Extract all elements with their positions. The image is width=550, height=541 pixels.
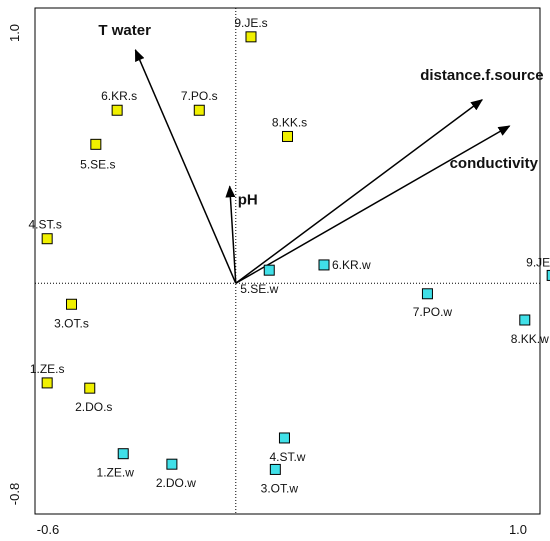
point-label-4-st-s: 4.ST.s [28, 218, 61, 232]
point-label-2-do-w: 2.DO.w [156, 476, 196, 490]
sample-points: 9.JE.s 6.KR.s 7.PO.s 8.KK.s 5.SE.s 4.ST.s 3.OT… [28, 16, 550, 495]
point-label-4-st-w: 4.ST.w [269, 450, 305, 464]
point-9-je-s [245, 31, 257, 43]
point-5-se-w [263, 264, 275, 276]
vector-arrow-conductivity [235, 125, 511, 284]
vector-label-t-water: T water [98, 22, 151, 39]
point-label-1-ze-s: 1.ZE.s [30, 362, 65, 376]
point-1-ze-s [41, 377, 53, 389]
environmental-vectors: T water distance.f.source conductivity pH [98, 22, 544, 284]
vector-arrow-t-water [134, 49, 237, 284]
point-9-je-w [546, 269, 550, 281]
point-2-do-w [166, 458, 178, 470]
point-label-9-je-w: 9.JE.w [526, 255, 550, 269]
point-7-po-s [193, 104, 205, 116]
vector-arrow-ph [225, 185, 237, 284]
x-tick-label-min: -0.6 [37, 522, 59, 537]
y-tick-label-max: 1.0 [7, 24, 22, 42]
point-label-8-kk-w: 8.KK.w [511, 332, 549, 346]
point-6-kr-w [318, 259, 330, 271]
point-7-po-w [421, 288, 433, 300]
point-label-2-do-s: 2.DO.s [75, 400, 112, 414]
point-6-kr-s [111, 104, 123, 116]
point-label-8-kk-s: 8.KK.s [272, 115, 307, 129]
point-label-9-je-s: 9.JE.s [234, 16, 267, 30]
point-3-ot-s [66, 298, 78, 310]
vector-label-distance-f-source: distance.f.source [420, 67, 543, 84]
point-5-se-s [90, 138, 102, 150]
point-label-1-ze-w: 1.ZE.w [97, 466, 135, 480]
vector-label-ph: pH [238, 191, 258, 208]
point-4-st-s [41, 233, 53, 245]
x-tick-label-max: 1.0 [509, 522, 527, 537]
point-label-6-kr-s: 6.KR.s [101, 89, 137, 103]
point-label-7-po-w: 7.PO.w [413, 305, 453, 319]
vector-label-conductivity: conductivity [450, 155, 539, 172]
vector-arrow-distance-f-source [235, 99, 484, 284]
plot-frame [34, 7, 541, 515]
point-label-3-ot-w: 3.OT.w [261, 481, 299, 495]
point-8-kk-w [519, 314, 531, 326]
point-8-kk-s [282, 130, 293, 142]
point-4-st-w [278, 432, 290, 444]
y-tick-label-min: -0.8 [7, 483, 22, 505]
point-label-5-se-w: 5.SE.w [240, 282, 278, 296]
point-3-ot-w [269, 463, 281, 475]
point-label-3-ot-s: 3.OT.s [54, 316, 89, 330]
point-label-6-kr-w: 6.KR.w [332, 258, 371, 272]
point-2-do-s [84, 382, 96, 394]
point-1-ze-w [117, 448, 129, 460]
point-label-7-po-s: 7.PO.s [181, 89, 218, 103]
point-label-5-se-s: 5.SE.s [80, 157, 115, 171]
